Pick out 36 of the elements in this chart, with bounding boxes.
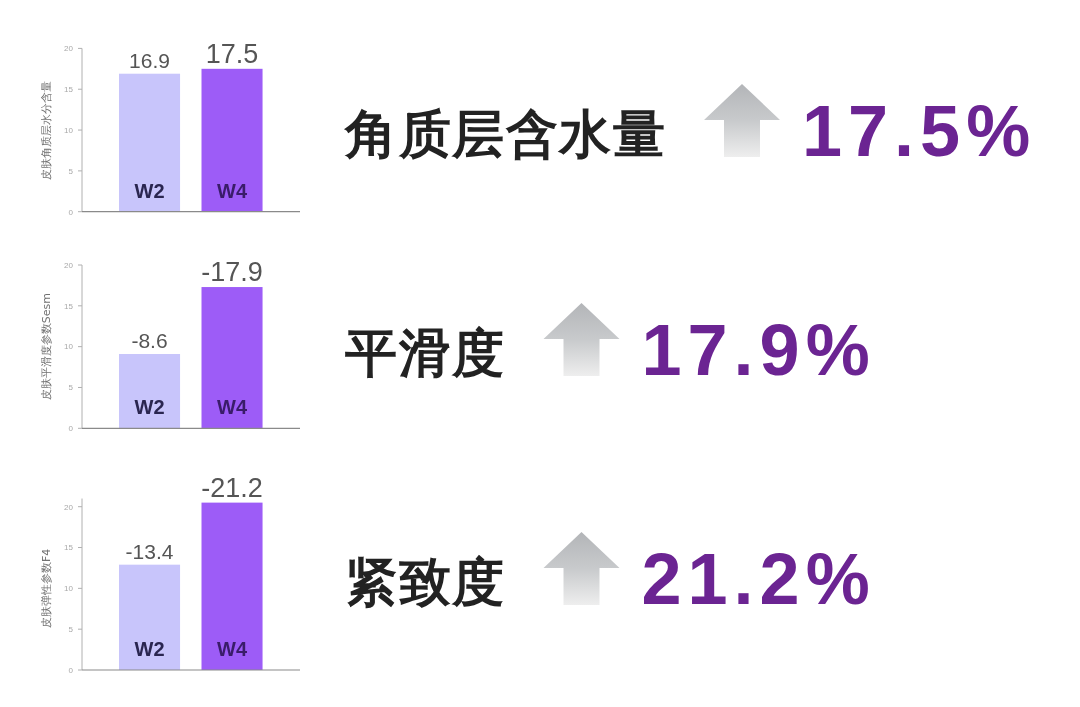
y-tick-label: 5	[68, 383, 74, 393]
x-tick-label: W2	[134, 638, 165, 660]
y-tick-label: 15	[64, 85, 74, 95]
y-tick-label: 0	[68, 424, 74, 434]
y-axis-title: 皮肤弹性参数F4	[39, 548, 53, 629]
y-tick-label: 0	[68, 207, 74, 217]
y-tick-label: 20	[64, 44, 74, 54]
text: 17.5%	[802, 91, 1037, 171]
text: 角质层含水量	[343, 104, 666, 164]
y-tick-label: 10	[64, 125, 74, 135]
y-tick-label: 20	[64, 260, 74, 270]
text: 紧致度	[345, 552, 506, 612]
y-tick-label: 5	[68, 624, 74, 634]
y-tick-label: 5	[68, 166, 74, 176]
x-tick-label: W2	[134, 179, 165, 202]
x-tick-label: W4	[217, 396, 248, 419]
text: 21.2%	[641, 539, 876, 619]
annotation: -17.9	[201, 257, 263, 288]
data-label: 16.9	[129, 48, 170, 72]
annotation: -21.2	[201, 472, 263, 503]
annotation: -13.4	[125, 539, 174, 563]
text: 17.9%	[641, 310, 876, 390]
y-tick-label: 20	[64, 502, 74, 512]
x-tick-label: W4	[217, 638, 248, 660]
annotation: -8.6	[131, 329, 168, 352]
y-axis-title: 皮肤平滑度参数Sesm	[39, 293, 53, 401]
y-tick-label: 10	[64, 342, 74, 352]
x-tick-label: W2	[134, 396, 165, 419]
y-tick-label: 0	[68, 665, 74, 675]
y-tick-label: 10	[64, 584, 74, 594]
text: 平滑度	[344, 323, 506, 383]
y-tick-label: 15	[64, 301, 74, 311]
data-label: 17.5	[205, 38, 259, 69]
x-tick-label: W4	[217, 179, 248, 202]
y-axis-title: 皮肤角质层水分含量	[39, 80, 53, 180]
y-tick-label: 15	[64, 543, 74, 553]
